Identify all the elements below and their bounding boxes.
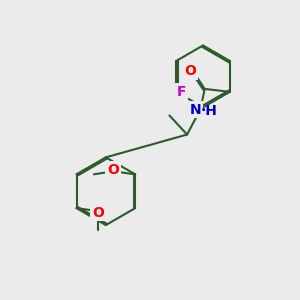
- Text: O: O: [184, 64, 196, 78]
- Text: ·H: ·H: [200, 104, 217, 118]
- Text: O: O: [92, 206, 103, 220]
- Text: F: F: [177, 85, 186, 99]
- Text: O: O: [107, 163, 119, 177]
- Text: N: N: [190, 103, 202, 116]
